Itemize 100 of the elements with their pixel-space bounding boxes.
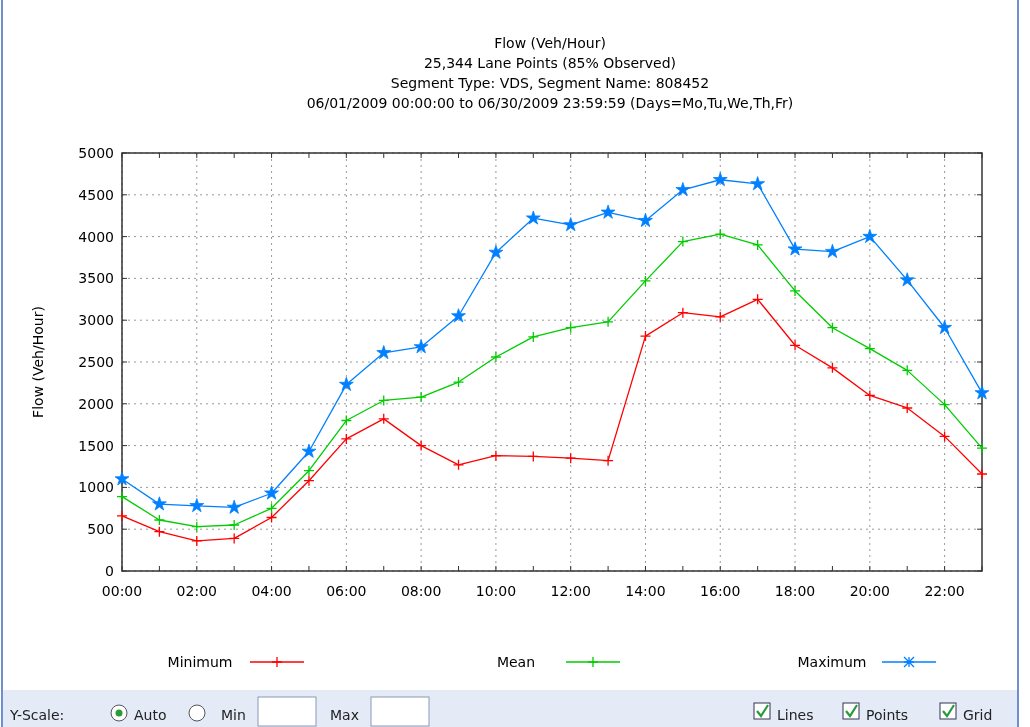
text: Points [866, 707, 909, 723]
point [938, 430, 951, 443]
text: Lines [777, 707, 814, 723]
point [452, 459, 465, 471]
point [525, 210, 541, 225]
point [376, 345, 392, 360]
y-tick-label: 1000 [78, 479, 114, 496]
point [712, 172, 728, 187]
point [265, 511, 278, 524]
point [565, 322, 577, 334]
point [826, 362, 839, 374]
x-tick-label: 10:00 [475, 583, 517, 599]
point [303, 475, 315, 487]
point [153, 514, 166, 526]
x-tick-label: 20:00 [849, 583, 891, 599]
point [864, 342, 876, 355]
y-tick-label: 0 [105, 563, 114, 579]
x-tick-label: 08:00 [400, 583, 442, 599]
point [938, 398, 951, 411]
point [714, 228, 726, 240]
y-axis-title: Flow (Veh/Hour) [30, 306, 46, 418]
point [750, 176, 766, 191]
point [602, 316, 614, 328]
point [639, 275, 652, 287]
point [862, 228, 878, 243]
point [226, 499, 242, 514]
point [901, 402, 913, 414]
point [264, 485, 279, 500]
point [752, 293, 764, 305]
point [340, 414, 352, 427]
y-tick-label: 3500 [78, 270, 114, 287]
point [303, 465, 315, 477]
y-tick-label: 500 [87, 521, 114, 538]
x-tick-label: 14:00 [625, 583, 666, 599]
point [415, 391, 427, 403]
point [789, 285, 801, 297]
point [490, 449, 502, 462]
point [265, 502, 278, 514]
point [826, 322, 839, 334]
point [901, 364, 913, 377]
point [116, 490, 128, 503]
point [378, 413, 390, 425]
point [413, 339, 429, 354]
x-tick-label: 02:00 [176, 583, 217, 599]
y-tick-label: 2500 [78, 354, 114, 370]
y-tick-label: 3000 [78, 312, 114, 329]
point [191, 535, 203, 547]
point [976, 468, 988, 480]
point [714, 311, 726, 323]
point [114, 471, 130, 486]
point [340, 433, 352, 445]
point [452, 376, 465, 388]
point [638, 213, 653, 228]
y-tick-label: 4000 [78, 228, 114, 245]
point [677, 307, 689, 319]
legend-label: Minimum [167, 654, 233, 670]
text: Max [330, 707, 359, 723]
text: Auto [134, 707, 167, 723]
x-tick-label: 00:00 [101, 583, 143, 599]
text: Y-Scale: [9, 707, 65, 723]
y-tick-label: 4500 [78, 186, 114, 203]
point [675, 182, 691, 197]
point [563, 217, 579, 232]
legend-label: Mean [496, 654, 536, 670]
x-tick-label: 12:00 [550, 583, 591, 599]
x-tick-label: 18:00 [774, 583, 816, 599]
point [825, 243, 840, 258]
point [451, 308, 466, 323]
text: Grid [963, 707, 993, 723]
chart-subtitle: 25,344 Lane Points (85% Observed) Segment Type: VDS, Segment Name: 808452 06/01/2009 00:00:00 to 06/30/2009 23:59:59 (Days=Mo,Tu,We,Th,Fr) [306, 55, 794, 111]
point [415, 439, 427, 452]
point [301, 443, 317, 458]
point [974, 385, 990, 400]
y-tick-label: 2000 [78, 395, 114, 412]
x-tick-label: 04:00 [251, 583, 292, 599]
point [602, 455, 614, 467]
point [639, 330, 652, 342]
point [228, 519, 240, 531]
point [752, 239, 764, 251]
text: Min [221, 707, 246, 723]
point [116, 510, 128, 522]
chart-title: Flow (Veh/Hour) [494, 35, 606, 51]
point [976, 442, 988, 454]
point [338, 376, 354, 391]
x-tick-label: 16:00 [700, 583, 741, 599]
point [191, 521, 203, 533]
point [153, 526, 166, 538]
point [677, 235, 689, 248]
legend-label: Maximum [797, 654, 867, 670]
point [488, 244, 504, 259]
point [789, 339, 801, 351]
point [565, 452, 577, 464]
point [527, 450, 539, 463]
point [228, 532, 240, 545]
y-tick-label: 5000 [78, 145, 114, 161]
y-tick-label: 1500 [78, 437, 114, 454]
point [490, 351, 502, 363]
point [937, 320, 952, 335]
point [600, 204, 616, 219]
x-tick-label: 22:00 [924, 583, 965, 599]
